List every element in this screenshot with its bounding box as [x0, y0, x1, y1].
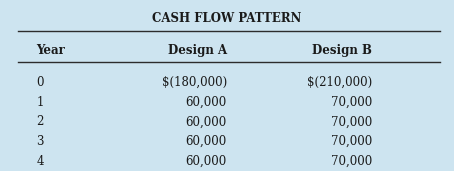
Text: 4: 4 — [36, 155, 44, 168]
Text: Year: Year — [36, 44, 65, 57]
Text: 60,000: 60,000 — [186, 135, 227, 148]
Text: 70,000: 70,000 — [331, 115, 372, 128]
Text: 2: 2 — [36, 115, 44, 128]
Text: 70,000: 70,000 — [331, 155, 372, 168]
Text: 60,000: 60,000 — [186, 96, 227, 109]
Text: 60,000: 60,000 — [186, 155, 227, 168]
Text: Design B: Design B — [312, 44, 372, 57]
Text: $(180,000): $(180,000) — [162, 76, 227, 89]
Text: 70,000: 70,000 — [331, 135, 372, 148]
Text: CASH FLOW PATTERN: CASH FLOW PATTERN — [152, 12, 302, 25]
Text: 70,000: 70,000 — [331, 96, 372, 109]
Text: 1: 1 — [36, 96, 44, 109]
Text: $(210,000): $(210,000) — [307, 76, 372, 89]
Text: 3: 3 — [36, 135, 44, 148]
Text: Design A: Design A — [168, 44, 227, 57]
Text: 60,000: 60,000 — [186, 115, 227, 128]
Text: 0: 0 — [36, 76, 44, 89]
